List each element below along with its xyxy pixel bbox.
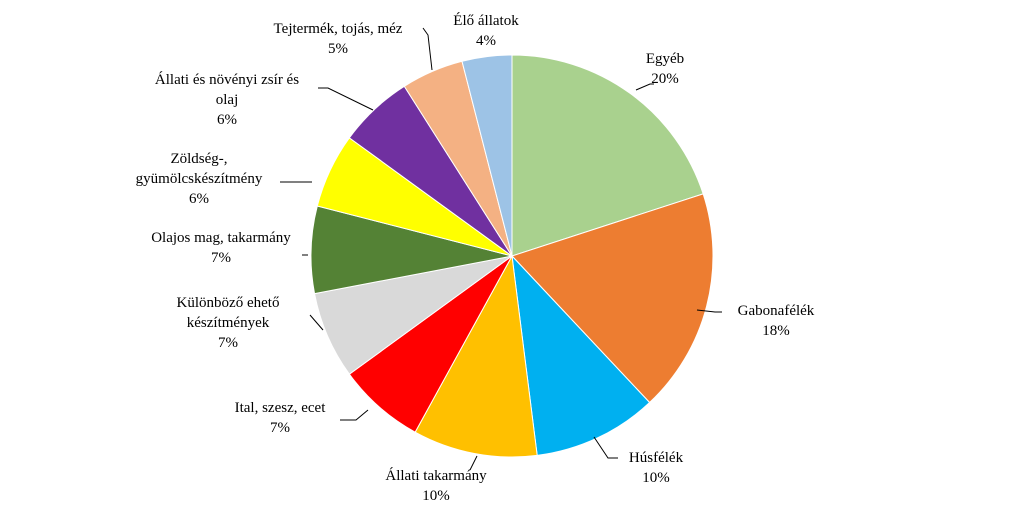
slice-percent: 5%: [328, 41, 348, 57]
slice-percent: 7%: [270, 420, 290, 436]
slice-label: Különböző ehető készítmények 7%: [177, 295, 280, 351]
pie-slice: [414, 254, 538, 458]
leader-line: [696, 309, 722, 313]
slice-category: Ital, szesz, ecet: [235, 400, 327, 416]
slice-category: Állati takarmány: [385, 467, 487, 484]
slice-label: Élő állatok 4%: [453, 12, 519, 49]
slice-label: Gabonafélék 18%: [738, 303, 815, 339]
leader-line: [469, 455, 478, 471]
slice-percent: 10%: [642, 470, 670, 486]
leader-lines: [280, 27, 722, 471]
pie-slices: [310, 54, 714, 458]
slice-percent: 20%: [651, 71, 679, 87]
slice-category: Tejtermék, tojás, méz: [274, 21, 403, 37]
slice-category: Állati és növényi zsír és: [155, 71, 299, 88]
pie-slice: [511, 193, 714, 404]
slice-label: Állati és növényi zsír és olaj 6%: [155, 71, 299, 128]
slice-category: Húsfélék: [629, 450, 684, 466]
slice-category: Gabonafélék: [738, 303, 815, 319]
slice-percent: 7%: [211, 250, 231, 266]
pie-slice: [511, 54, 704, 257]
slice-label: Ital, szesz, ecet 7%: [235, 400, 327, 436]
slice-category: Különböző ehető: [177, 295, 280, 311]
slice-category: Élő állatok: [453, 12, 519, 29]
slice-percent: 4%: [476, 33, 496, 49]
leader-line: [340, 409, 369, 421]
slice-percent: 6%: [189, 191, 209, 207]
leader-line: [635, 83, 654, 91]
slice-category: gyümölcskészítmény: [136, 171, 263, 187]
slice-category: olaj: [216, 92, 239, 108]
slice-percent: 7%: [218, 335, 238, 351]
leader-line: [593, 436, 618, 459]
slice-category: Olajos mag, takarmány: [151, 230, 291, 246]
leader-line: [318, 87, 374, 111]
pie-slice: [511, 254, 651, 456]
slice-label: Húsfélék 10%: [629, 450, 684, 486]
slice-labels: Egyéb 20%Gabonafélék 18%Húsfélék 10%Állati …: [136, 12, 815, 504]
slice-label: Olajos mag, takarmány 7%: [151, 230, 291, 266]
slice-percent: 6%: [217, 112, 237, 128]
leader-line: [422, 27, 433, 71]
leader-line: [309, 314, 324, 331]
pie-slice: [461, 54, 513, 257]
slice-label: Egyéb 20%: [646, 51, 684, 87]
slice-category: készítmények: [187, 315, 270, 331]
slice-category: Zöldség-,: [170, 151, 227, 167]
slice-label: Állati takarmány 10%: [385, 467, 487, 504]
slice-percent: 10%: [422, 488, 450, 504]
slice-percent: 18%: [762, 323, 790, 339]
slice-category: Egyéb: [646, 51, 684, 67]
slice-label: Tejtermék, tojás, méz 5%: [274, 21, 403, 57]
slice-label: Zöldség-, gyümölcskészítmény 6%: [136, 151, 263, 207]
